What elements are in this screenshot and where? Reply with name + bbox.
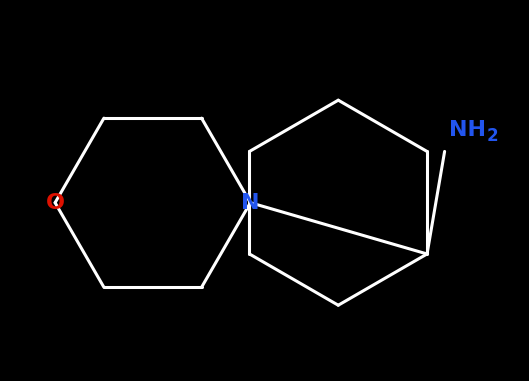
Text: NH: NH: [450, 120, 487, 140]
Text: 2: 2: [487, 126, 498, 145]
Text: O: O: [45, 193, 65, 213]
Text: N: N: [241, 193, 260, 213]
